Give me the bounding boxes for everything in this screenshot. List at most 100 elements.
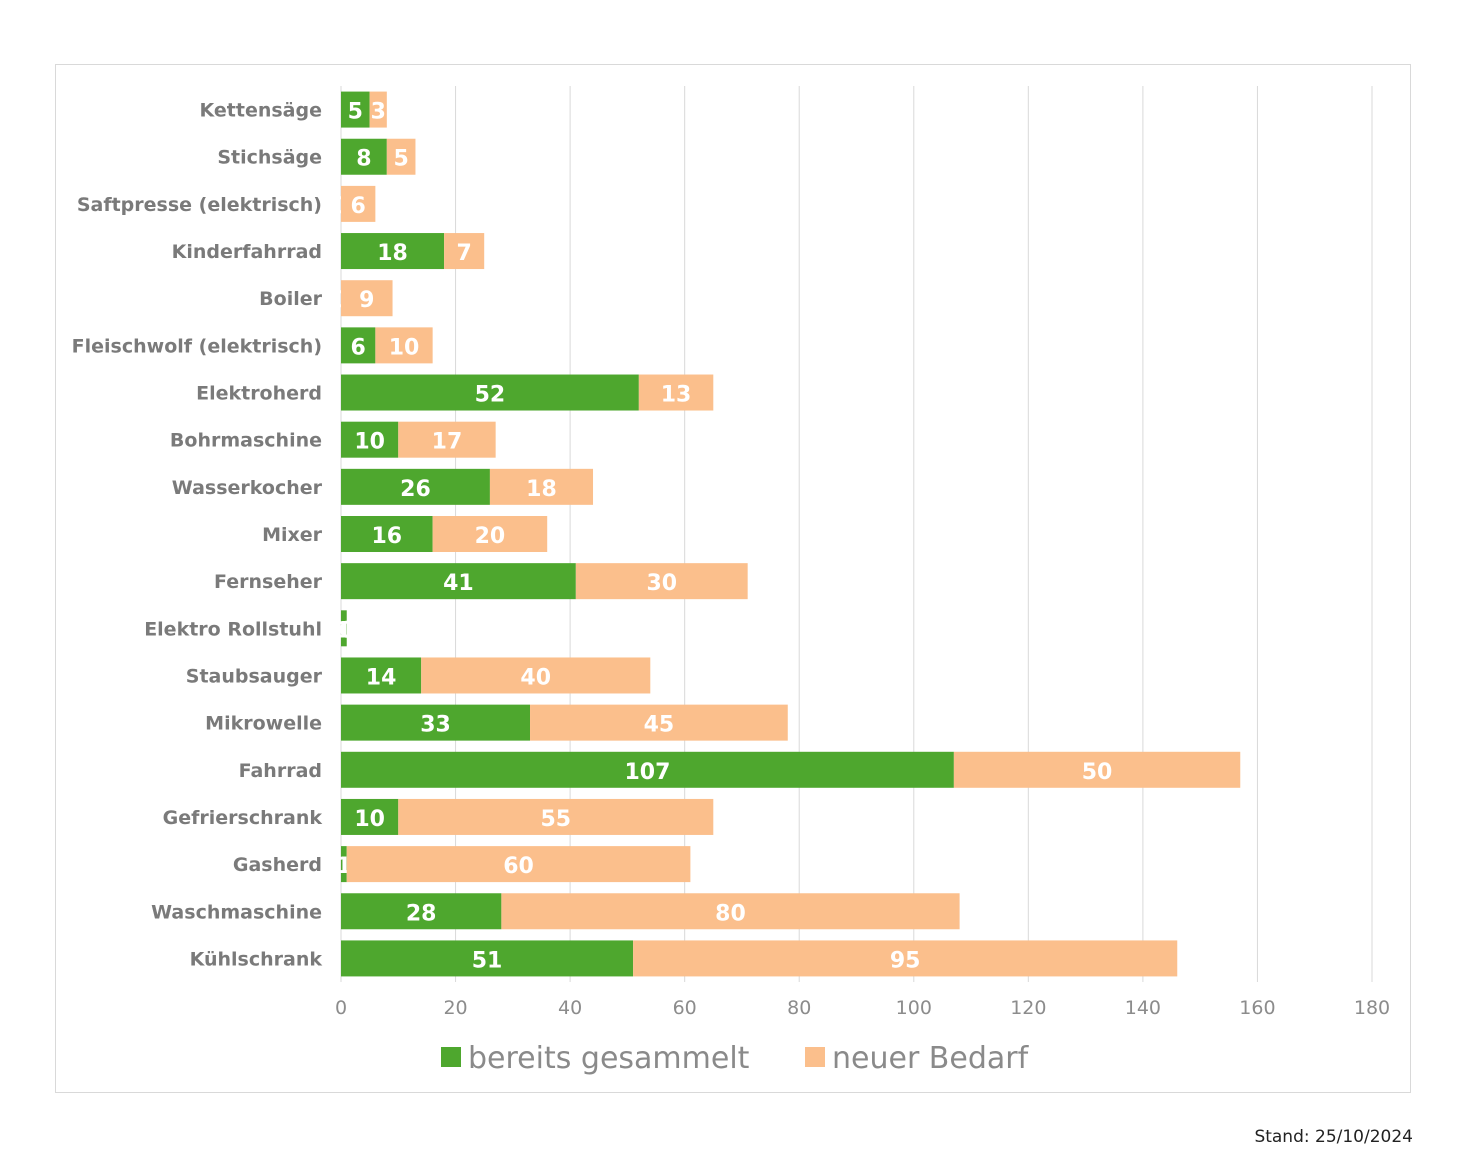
data-label: 1 xyxy=(336,618,351,643)
x-tick-label: 120 xyxy=(1010,997,1046,1019)
data-label: 9 xyxy=(359,288,374,313)
data-label: 6 xyxy=(351,194,366,219)
data-label: 14 xyxy=(366,665,397,690)
data-label: 26 xyxy=(400,477,431,502)
data-label: 13 xyxy=(661,383,692,408)
category-label: Boiler xyxy=(259,288,322,310)
legend-swatch xyxy=(805,1047,825,1067)
category-labels: Kettensäge Stichsäge Saftpresse (elektrisc… xyxy=(72,100,323,971)
data-label: 80 xyxy=(715,901,746,926)
x-tick-label: 0 xyxy=(335,997,347,1019)
data-label: 8 xyxy=(356,147,371,172)
legend-label: neuer Bedarf xyxy=(832,1041,1030,1076)
data-label: 17 xyxy=(432,430,463,455)
bar-neuer-bedarf xyxy=(633,940,1178,977)
data-label: 0 xyxy=(339,618,354,643)
x-tick-label: 180 xyxy=(1354,997,1390,1019)
bar-neuer-bedarf xyxy=(953,751,1241,788)
bar-neuer-bedarf xyxy=(530,704,788,741)
bar-bereits-gesammelt xyxy=(341,893,502,930)
legend-swatch xyxy=(441,1047,461,1067)
category-label: Staubsauger xyxy=(186,665,323,687)
legend: bereits gesammelt neuer Bedarf xyxy=(441,1041,1030,1076)
bar-bereits-gesammelt xyxy=(341,846,347,883)
x-tick-label: 40 xyxy=(558,997,582,1019)
bar-bereits-gesammelt xyxy=(341,798,399,835)
bar-bereits-gesammelt xyxy=(341,657,422,694)
bar-bereits-gesammelt xyxy=(341,421,399,458)
data-label: 18 xyxy=(526,477,557,502)
x-tick-label: 80 xyxy=(787,997,811,1019)
data-label: 28 xyxy=(406,901,437,926)
x-tick-label: 140 xyxy=(1125,997,1161,1019)
category-label: Kettensäge xyxy=(200,100,322,122)
bar-neuer-bedarf xyxy=(501,893,960,930)
category-label: Kinderfahrrad xyxy=(172,241,322,263)
bar-neuer-bedarf xyxy=(375,327,433,364)
legend-label: bereits gesammelt xyxy=(468,1041,750,1076)
bar-bereits-gesammelt xyxy=(341,468,490,505)
bar-bereits-gesammelt xyxy=(341,516,433,552)
category-label: Bohrmaschine xyxy=(170,430,322,452)
bar-bereits-gesammelt xyxy=(341,751,954,788)
bar-bereits-gesammelt xyxy=(341,138,387,175)
category-label: Wasserkocher xyxy=(172,477,323,499)
bar-neuer-bedarf xyxy=(386,138,416,175)
data-label: 33 xyxy=(420,713,451,738)
bar-neuer-bedarf xyxy=(444,233,485,270)
data-label: 10 xyxy=(354,807,385,832)
data-label: 7 xyxy=(456,241,471,266)
data-label: 3 xyxy=(371,100,386,125)
bar-bereits-gesammelt xyxy=(341,704,531,741)
category-label: Elektroherd xyxy=(196,383,322,405)
category-label: Saftpresse (elektrisch) xyxy=(77,194,322,216)
category-label: Waschmaschine xyxy=(151,901,322,923)
category-label: Gefrierschrank xyxy=(163,807,323,829)
bar-bereits-gesammelt xyxy=(341,374,639,411)
bar-bereits-gesammelt xyxy=(341,563,576,600)
bar-neuer-bedarf xyxy=(398,421,496,458)
x-tick-label: 160 xyxy=(1239,997,1275,1019)
bar-neuer-bedarf xyxy=(432,516,548,552)
x-tick-label: 20 xyxy=(443,997,467,1019)
data-label: 107 xyxy=(624,760,670,785)
x-axis-ticks: 0 20 40 60 80 100 120 140 160 180 xyxy=(335,997,1390,1019)
bar-neuer-bedarf xyxy=(575,563,748,600)
category-label: Mixer xyxy=(262,524,323,546)
category-label: Mikrowelle xyxy=(205,713,322,735)
x-tick-label: 60 xyxy=(673,997,697,1019)
bar-neuer-bedarf xyxy=(489,468,594,505)
data-label: 51 xyxy=(472,948,503,973)
data-label: 5 xyxy=(348,100,363,125)
data-label: 6 xyxy=(351,335,366,360)
date-note: Stand: 25/10/2024 xyxy=(1254,1127,1413,1147)
data-label: 40 xyxy=(520,665,551,690)
bar-neuer-bedarf xyxy=(638,374,714,411)
bar-neuer-bedarf xyxy=(341,280,393,317)
data-label: 52 xyxy=(475,383,506,408)
data-label: 16 xyxy=(372,524,403,549)
bar-bereits-gesammelt xyxy=(341,610,347,647)
bar-bereits-gesammelt xyxy=(341,233,445,270)
bar-neuer-bedarf xyxy=(341,185,376,222)
bar-bereits-gesammelt xyxy=(341,91,370,128)
data-label: 20 xyxy=(475,524,506,549)
data-label: 18 xyxy=(377,241,408,266)
data-label: 95 xyxy=(890,948,921,973)
category-label: Kühlschrank xyxy=(190,948,323,970)
category-label: Gasherd xyxy=(233,854,322,876)
bar-bereits-gesammelt xyxy=(341,940,634,977)
bar-neuer-bedarf xyxy=(421,657,651,694)
category-label: Fahrrad xyxy=(239,760,322,782)
category-label: Stichsäge xyxy=(217,147,322,169)
data-label: 45 xyxy=(644,713,675,738)
category-label: Fleischwolf (elektrisch) xyxy=(72,335,322,357)
data-label: 55 xyxy=(540,807,571,832)
category-label: Fernseher xyxy=(214,571,323,593)
bar-neuer-bedarf xyxy=(346,846,691,883)
bar-neuer-bedarf xyxy=(398,798,714,835)
data-label: 10 xyxy=(354,430,385,455)
data-label: 41 xyxy=(443,571,474,596)
